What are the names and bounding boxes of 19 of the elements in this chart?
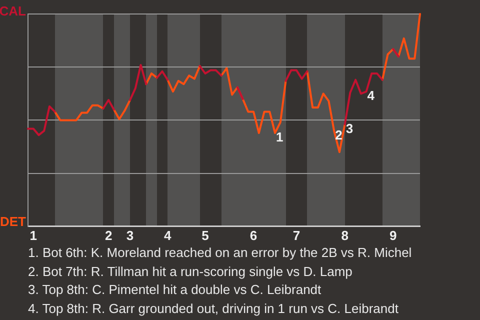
text: 1. Bot 6th: K. Moreland reached on an error by the 2B vs R. Michel — [28, 244, 412, 262]
x-tick-label: 7 — [292, 228, 300, 243]
x-tick-label: 3 — [126, 228, 134, 243]
x-tick-label: 9 — [390, 228, 397, 243]
annotation: 1 — [276, 130, 284, 145]
x-tick-label: 2 — [104, 228, 112, 243]
text: 3. Top 8th: C. Pimentel hit a double vs C. Leibrandt — [28, 281, 322, 299]
x-tick-label: 6 — [250, 228, 258, 243]
annotation: 4 — [367, 88, 376, 104]
annotation: 2 — [335, 127, 342, 142]
x-tick-label: 4 — [164, 228, 172, 243]
annotation: 3 — [346, 121, 354, 136]
text: CAL — [0, 4, 26, 19]
x-tick-label: 8 — [341, 228, 348, 243]
x-tick-label: 5 — [202, 228, 209, 243]
text: 2. Bot 7th: R. Tillman hit a run-scoring single vs D. Lamp — [28, 262, 354, 281]
text: 4. Top 8th: R. Garr grounded out, driving in 1 run vs C. Leibrandt — [28, 300, 400, 318]
x-tick-label: 1 — [30, 228, 37, 243]
text: DET — [0, 214, 26, 229]
